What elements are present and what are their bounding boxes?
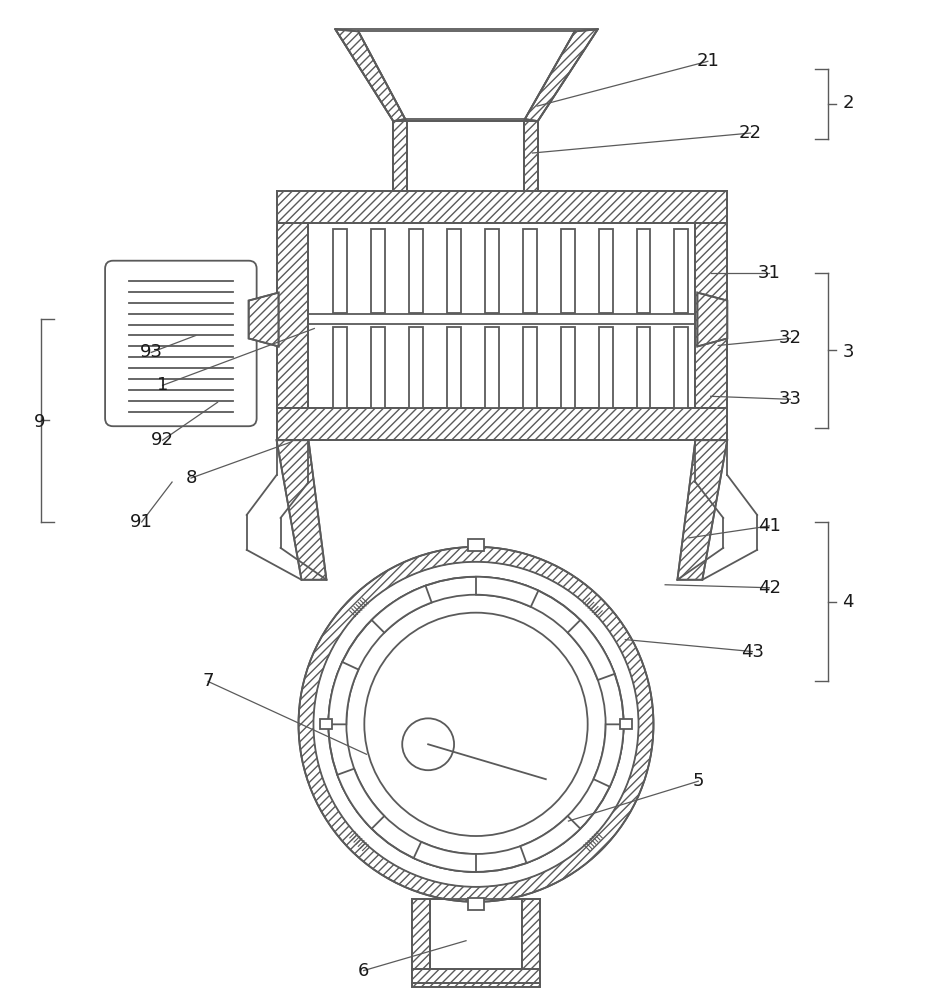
Polygon shape: [561, 327, 574, 408]
Polygon shape: [525, 29, 597, 121]
Wedge shape: [520, 816, 580, 863]
Polygon shape: [412, 983, 540, 987]
Polygon shape: [485, 327, 499, 408]
Polygon shape: [277, 223, 308, 408]
Polygon shape: [248, 293, 279, 346]
Wedge shape: [593, 724, 624, 787]
Text: 3: 3: [843, 343, 854, 361]
Polygon shape: [674, 327, 689, 408]
Polygon shape: [447, 229, 461, 313]
Bar: [320, 719, 333, 729]
Polygon shape: [485, 229, 499, 313]
Text: 22: 22: [739, 124, 762, 142]
Text: 8: 8: [185, 469, 197, 487]
Text: 91: 91: [130, 513, 153, 531]
Wedge shape: [372, 586, 432, 633]
Text: 1: 1: [157, 376, 168, 394]
Polygon shape: [371, 327, 385, 408]
Polygon shape: [697, 293, 728, 346]
Polygon shape: [447, 327, 461, 408]
Polygon shape: [394, 121, 407, 191]
Text: 9: 9: [33, 413, 45, 431]
Polygon shape: [371, 229, 385, 313]
Polygon shape: [277, 440, 326, 580]
Polygon shape: [409, 229, 423, 313]
Wedge shape: [476, 577, 538, 607]
Bar: [620, 719, 631, 729]
Text: 6: 6: [358, 962, 369, 980]
Polygon shape: [561, 229, 574, 313]
Polygon shape: [409, 327, 423, 408]
Polygon shape: [412, 969, 540, 983]
Polygon shape: [334, 327, 347, 408]
Text: 21: 21: [696, 52, 719, 70]
Wedge shape: [338, 769, 384, 829]
Polygon shape: [412, 899, 430, 969]
Bar: [468, 539, 484, 551]
Text: 42: 42: [758, 579, 781, 597]
Polygon shape: [430, 899, 522, 969]
Polygon shape: [308, 223, 695, 408]
Polygon shape: [674, 229, 689, 313]
Wedge shape: [414, 842, 476, 872]
Text: 4: 4: [843, 593, 854, 611]
Wedge shape: [328, 662, 359, 724]
Text: 33: 33: [779, 390, 802, 408]
Text: 7: 7: [203, 672, 214, 690]
Polygon shape: [598, 327, 612, 408]
Polygon shape: [598, 229, 612, 313]
Polygon shape: [695, 223, 728, 408]
Wedge shape: [568, 620, 614, 680]
Circle shape: [328, 577, 624, 872]
Polygon shape: [277, 408, 728, 440]
Text: 93: 93: [140, 343, 163, 361]
Text: 5: 5: [692, 772, 704, 790]
Polygon shape: [523, 327, 536, 408]
Polygon shape: [522, 899, 540, 969]
Polygon shape: [524, 121, 538, 191]
Polygon shape: [523, 229, 536, 313]
Polygon shape: [334, 229, 347, 313]
Text: 43: 43: [741, 643, 764, 661]
Text: 41: 41: [758, 517, 781, 535]
Text: 2: 2: [843, 94, 854, 112]
Circle shape: [299, 547, 653, 902]
Text: 92: 92: [151, 431, 174, 449]
Polygon shape: [277, 191, 728, 223]
Polygon shape: [677, 440, 728, 580]
Bar: [468, 898, 484, 910]
Polygon shape: [636, 229, 650, 313]
Polygon shape: [336, 29, 405, 121]
Polygon shape: [636, 327, 650, 408]
FancyBboxPatch shape: [105, 261, 257, 426]
Text: 31: 31: [758, 264, 781, 282]
Text: 32: 32: [779, 329, 802, 347]
